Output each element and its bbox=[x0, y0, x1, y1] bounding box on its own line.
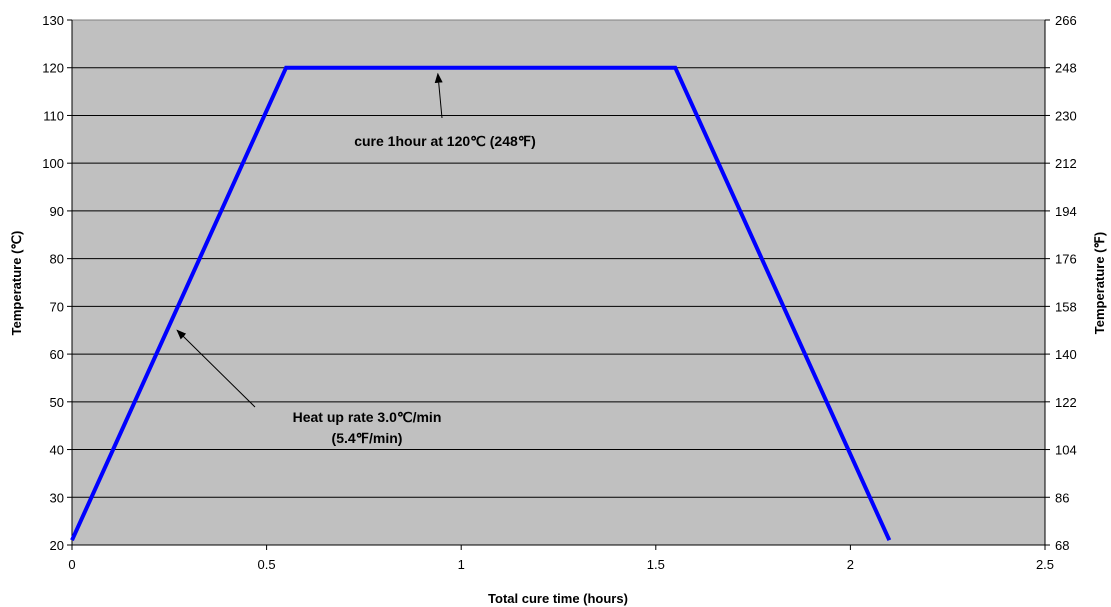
y2-tick-label: 68 bbox=[1055, 538, 1069, 553]
y-tick-label: 110 bbox=[43, 108, 64, 123]
y2-tick-label: 230 bbox=[1055, 108, 1077, 123]
y2-tick-label: 194 bbox=[1055, 204, 1077, 219]
y-tick-label: 70 bbox=[50, 299, 64, 314]
y-tick-label: 20 bbox=[50, 538, 64, 553]
y-tick-label: 80 bbox=[50, 252, 64, 267]
y-tick-label: 100 bbox=[42, 156, 64, 171]
annotation-arrow bbox=[176, 329, 256, 408]
x-tick-label: 2 bbox=[847, 557, 854, 572]
y-axis-ticks: 20 30 40 50 60 70 80 90 100 110 120 130 bbox=[42, 13, 72, 553]
y2-tick-label: 176 bbox=[1055, 252, 1077, 267]
series-layer bbox=[70, 65, 892, 542]
y2-tick-label: 86 bbox=[1055, 490, 1069, 505]
y-tick-label: 60 bbox=[50, 347, 64, 362]
y2-tick-label: 266 bbox=[1055, 13, 1077, 28]
x-tick-label: 2.5 bbox=[1036, 557, 1054, 572]
x-tick-label: 1 bbox=[458, 557, 465, 572]
y2-axis-ticks: 68 86 104 122 140 158 176 194 212 230 248 266 bbox=[1045, 13, 1077, 553]
y-tick-label: 40 bbox=[50, 443, 64, 458]
annotation-text: cure 1hour at 120℃ (248℉) bbox=[354, 133, 536, 149]
x-tick-label: 0.5 bbox=[258, 557, 276, 572]
annotation-text: (5.4℉/min) bbox=[332, 430, 403, 446]
x-axis-ticks: 0 0.5 1 1.5 2 2.5 bbox=[68, 545, 1054, 572]
y2-tick-label: 158 bbox=[1055, 299, 1077, 314]
x-tick-label: 1.5 bbox=[647, 557, 665, 572]
y-tick-label: 30 bbox=[50, 490, 64, 505]
series-line bbox=[70, 65, 892, 542]
plot-area bbox=[71, 19, 1046, 546]
y-axis-title: Temperature (℃) bbox=[9, 231, 24, 336]
x-tick-label: 0 bbox=[68, 557, 75, 572]
y-tick-label: 120 bbox=[42, 61, 64, 76]
annotation-arrow bbox=[434, 72, 443, 119]
annotation-text: Heat up rate 3.0℃/min bbox=[293, 409, 442, 425]
y-tick-label: 90 bbox=[50, 204, 64, 219]
annotations: cure 1hour at 120℃ (248℉) Heat up rate 3.… bbox=[176, 72, 536, 446]
y2-axis-title: Temperature (℉) bbox=[1092, 232, 1107, 334]
y2-tick-label: 212 bbox=[1055, 156, 1077, 171]
y2-tick-label: 104 bbox=[1055, 443, 1077, 458]
y2-tick-label: 248 bbox=[1055, 61, 1077, 76]
y-tick-label: 50 bbox=[50, 395, 64, 410]
y2-tick-label: 122 bbox=[1055, 395, 1077, 410]
x-axis-title: Total cure time (hours) bbox=[488, 591, 628, 606]
gridlines bbox=[72, 67, 1045, 498]
y-tick-label: 130 bbox=[42, 13, 64, 28]
y2-tick-label: 140 bbox=[1055, 347, 1077, 362]
axes bbox=[71, 20, 1046, 546]
